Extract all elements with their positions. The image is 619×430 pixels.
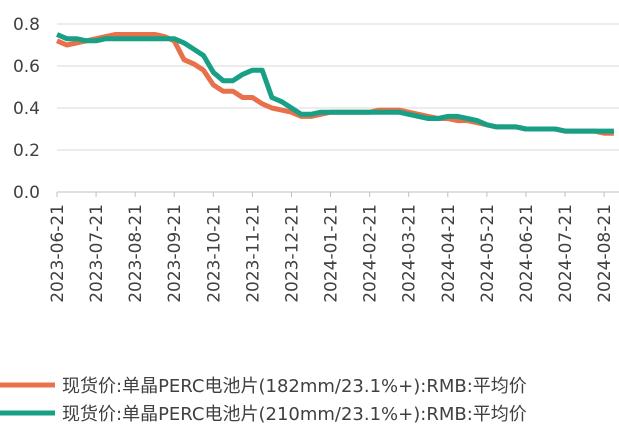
legend-label: 现货价:单晶PERC电池片(210mm/23.1%+):RMB:平均价: [62, 404, 527, 425]
x-tick-label: 2023-07-21: [87, 204, 107, 303]
x-tick-label: 2023-10-21: [204, 204, 224, 303]
y-tick-label: 0.0: [13, 183, 40, 203]
legend-label: 现货价:单晶PERC电池片(182mm/23.1%+):RMB:平均价: [62, 376, 527, 397]
x-tick-label: 2023-08-21: [126, 204, 146, 303]
x-tick-label: 2024-05-21: [478, 204, 498, 303]
x-tick-label: 2024-08-21: [595, 204, 615, 303]
x-tick-label: 2024-04-21: [439, 204, 459, 303]
x-tick-label: 2023-06-21: [48, 204, 68, 303]
x-tick-label: 2023-09-21: [165, 204, 185, 303]
series-line: [56, 32, 614, 136]
y-tick-label: 0.4: [13, 99, 40, 119]
y-tick-label: 0.6: [13, 57, 40, 77]
x-tick-label: 2024-07-21: [556, 204, 576, 303]
x-tick-label: 2024-06-21: [517, 204, 537, 303]
x-tick-label: 2024-03-21: [400, 204, 420, 303]
y-tick-label: 0.2: [13, 141, 40, 161]
x-tick-label: 2023-12-21: [282, 204, 302, 303]
series-line: [56, 32, 614, 134]
x-tick-label: 2024-02-21: [361, 204, 381, 303]
y-tick-label: 0.8: [13, 15, 40, 35]
x-tick-label: 2023-11-21: [243, 204, 263, 303]
x-tick-label: 2024-01-21: [322, 204, 342, 303]
